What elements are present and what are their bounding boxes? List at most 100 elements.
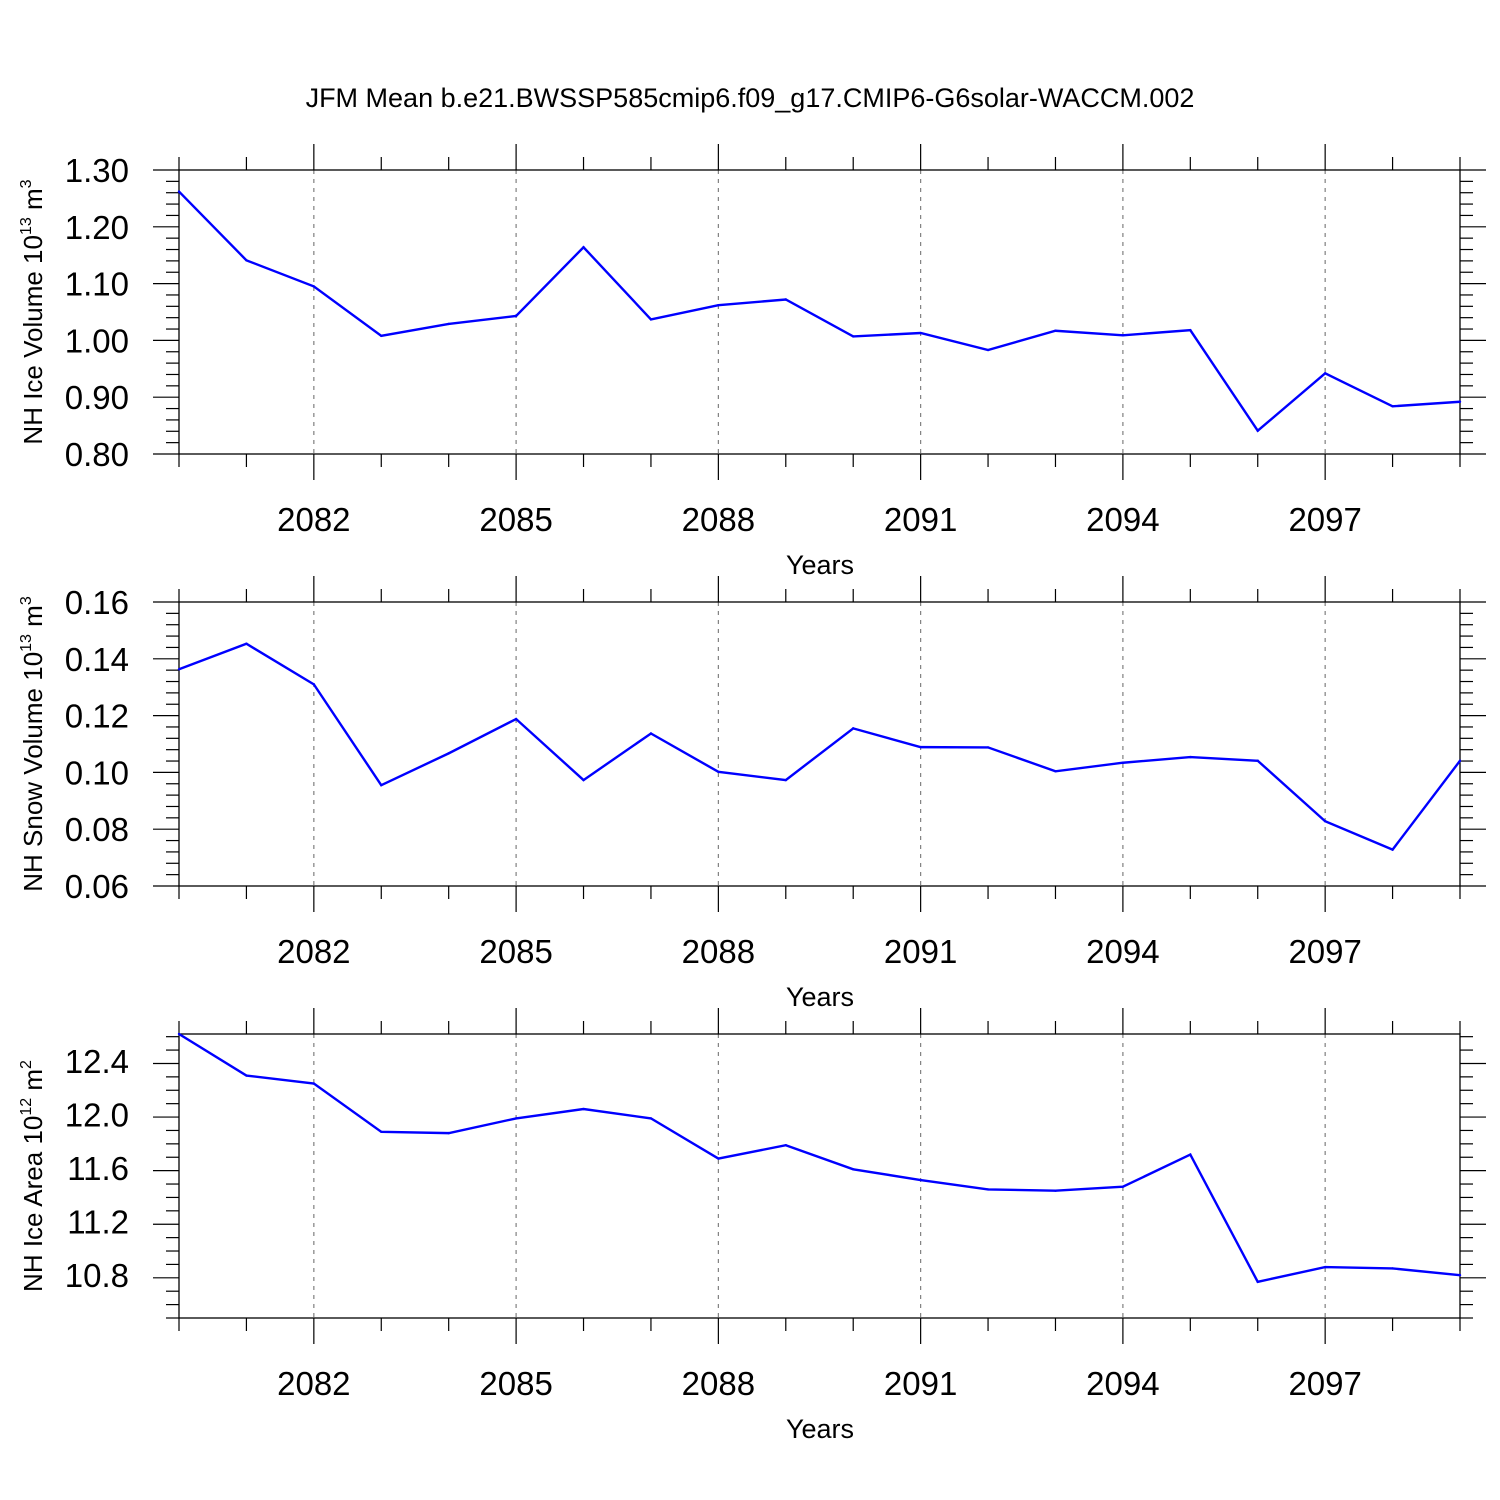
chart-title: JFM Mean b.e21.BWSSP585cmip6.f09_g17.CMI… <box>306 83 1195 113</box>
y-axis-label-superscript: 13 <box>18 217 35 235</box>
x-axis-label: Years <box>786 1414 854 1444</box>
data-point <box>380 783 383 787</box>
data-point <box>1458 759 1462 762</box>
panel-2: 2082 2085 2088 2091 2094 2097 0.06 0.08 0.10 0.12… <box>18 576 1486 1012</box>
data-point <box>1391 1267 1394 1270</box>
y-tick-label: 10.8 <box>65 1257 129 1294</box>
data-point <box>582 778 585 782</box>
data-point <box>447 322 450 326</box>
y-axis-label-text: NH Snow Volume 10 <box>18 652 48 892</box>
y-tick-label: 0.08 <box>65 811 129 848</box>
data-point <box>1121 761 1125 764</box>
y-axis-label-superscript: 2 <box>18 1060 35 1069</box>
plot-frame <box>178 601 1461 887</box>
x-tick-label: 2085 <box>479 1365 552 1402</box>
x-tick-label: 2091 <box>884 501 957 538</box>
data-point <box>1458 1273 1462 1277</box>
data-point <box>1054 329 1057 332</box>
data-point <box>919 331 922 335</box>
data-point <box>852 335 855 338</box>
y-tick-label: 11.6 <box>67 1150 129 1187</box>
x-tick-label: 2094 <box>1086 933 1159 970</box>
x-tick-label: 2082 <box>277 933 350 970</box>
data-point <box>447 1131 450 1135</box>
y-tick-label: 0.14 <box>65 641 129 678</box>
x-tick-label: 2097 <box>1288 501 1361 538</box>
x-tick-label: 2088 <box>682 1365 755 1402</box>
x-tick-label: 2088 <box>682 933 755 970</box>
data-point <box>1323 372 1327 375</box>
y-tick-label: 0.16 <box>65 584 129 621</box>
data-point <box>717 770 720 774</box>
data-point <box>852 727 855 730</box>
data-point <box>717 1157 720 1160</box>
data-point <box>784 778 787 782</box>
data-point <box>514 314 518 318</box>
x-tick-label: 2091 <box>884 933 957 970</box>
data-point <box>852 1168 855 1171</box>
y-tick-label: 0.10 <box>65 754 129 791</box>
y-axis-label-text: m <box>18 188 48 217</box>
y-tick-label: 1.30 <box>65 152 129 189</box>
y-tick-label: 1.20 <box>65 209 129 246</box>
data-point <box>1323 820 1327 823</box>
data-point <box>245 642 248 645</box>
data-point <box>514 717 518 721</box>
x-axis-label: Years <box>786 982 854 1012</box>
y-tick-label: 0.80 <box>65 436 129 473</box>
data-point <box>380 334 383 338</box>
data-point <box>380 1130 383 1133</box>
series-line <box>178 642 1461 852</box>
y-axis-label: NH Ice Area 1012 m2 <box>18 1060 48 1292</box>
data-point <box>177 1032 181 1036</box>
data-point <box>919 1178 922 1182</box>
x-tick-label: 2085 <box>479 501 552 538</box>
data-point <box>245 259 248 262</box>
x-tick-label: 2094 <box>1086 501 1159 538</box>
y-axis-label: NH Ice Volume 1013 m3 <box>18 179 48 444</box>
y-axis-label-text: NH Ice Volume 10 <box>18 235 48 445</box>
x-tick-label: 2097 <box>1288 933 1361 970</box>
panel-3: 2082 2085 2088 2091 2094 2097 10.8 11.2 11.6 12.0… <box>18 1008 1486 1444</box>
y-tick-label: 11.2 <box>67 1204 129 1241</box>
y-axis-label-text: m <box>18 1069 48 1098</box>
x-tick-label: 2091 <box>884 1365 957 1402</box>
data-point <box>986 746 990 749</box>
data-point <box>1391 405 1394 408</box>
series-line <box>178 190 1461 433</box>
y-tick-label: 1.00 <box>65 322 129 359</box>
data-point <box>1054 1189 1057 1192</box>
data-point <box>447 752 450 755</box>
plot-frame <box>178 169 1461 455</box>
x-tick-label: 2094 <box>1086 1365 1159 1402</box>
x-tick-label: 2082 <box>277 501 350 538</box>
x-tick-label: 2088 <box>682 501 755 538</box>
data-point <box>784 1143 787 1147</box>
y-tick-label: 0.06 <box>65 868 129 905</box>
data-point <box>1189 328 1192 332</box>
data-point <box>1121 334 1125 337</box>
data-point <box>986 1188 990 1191</box>
data-point <box>1256 1280 1259 1284</box>
x-tick-label: 2085 <box>479 933 552 970</box>
data-point <box>1121 1185 1125 1188</box>
data-point <box>1256 429 1259 432</box>
data-point <box>582 1107 585 1111</box>
data-point <box>582 246 585 249</box>
y-axis-label-superscript: 12 <box>18 1098 35 1116</box>
y-axis-label-text: m <box>18 605 48 634</box>
panels: 2082 2085 2088 2091 2094 2097 0.80 0.90 1.00 1.10… <box>18 144 1486 1444</box>
data-point <box>1189 755 1192 759</box>
x-tick-label: 2082 <box>277 1365 350 1402</box>
y-axis-label: NH Snow Volume 1013 m3 <box>18 596 48 892</box>
data-point <box>717 303 720 307</box>
data-point <box>1323 1265 1327 1269</box>
data-point <box>1054 770 1057 773</box>
data-point <box>649 732 653 735</box>
data-point <box>919 745 922 749</box>
data-point <box>649 318 653 321</box>
y-axis-label-superscript: 3 <box>18 596 35 605</box>
y-axis-label-text: NH Ice Area 10 <box>18 1116 48 1292</box>
data-point <box>245 1074 248 1077</box>
